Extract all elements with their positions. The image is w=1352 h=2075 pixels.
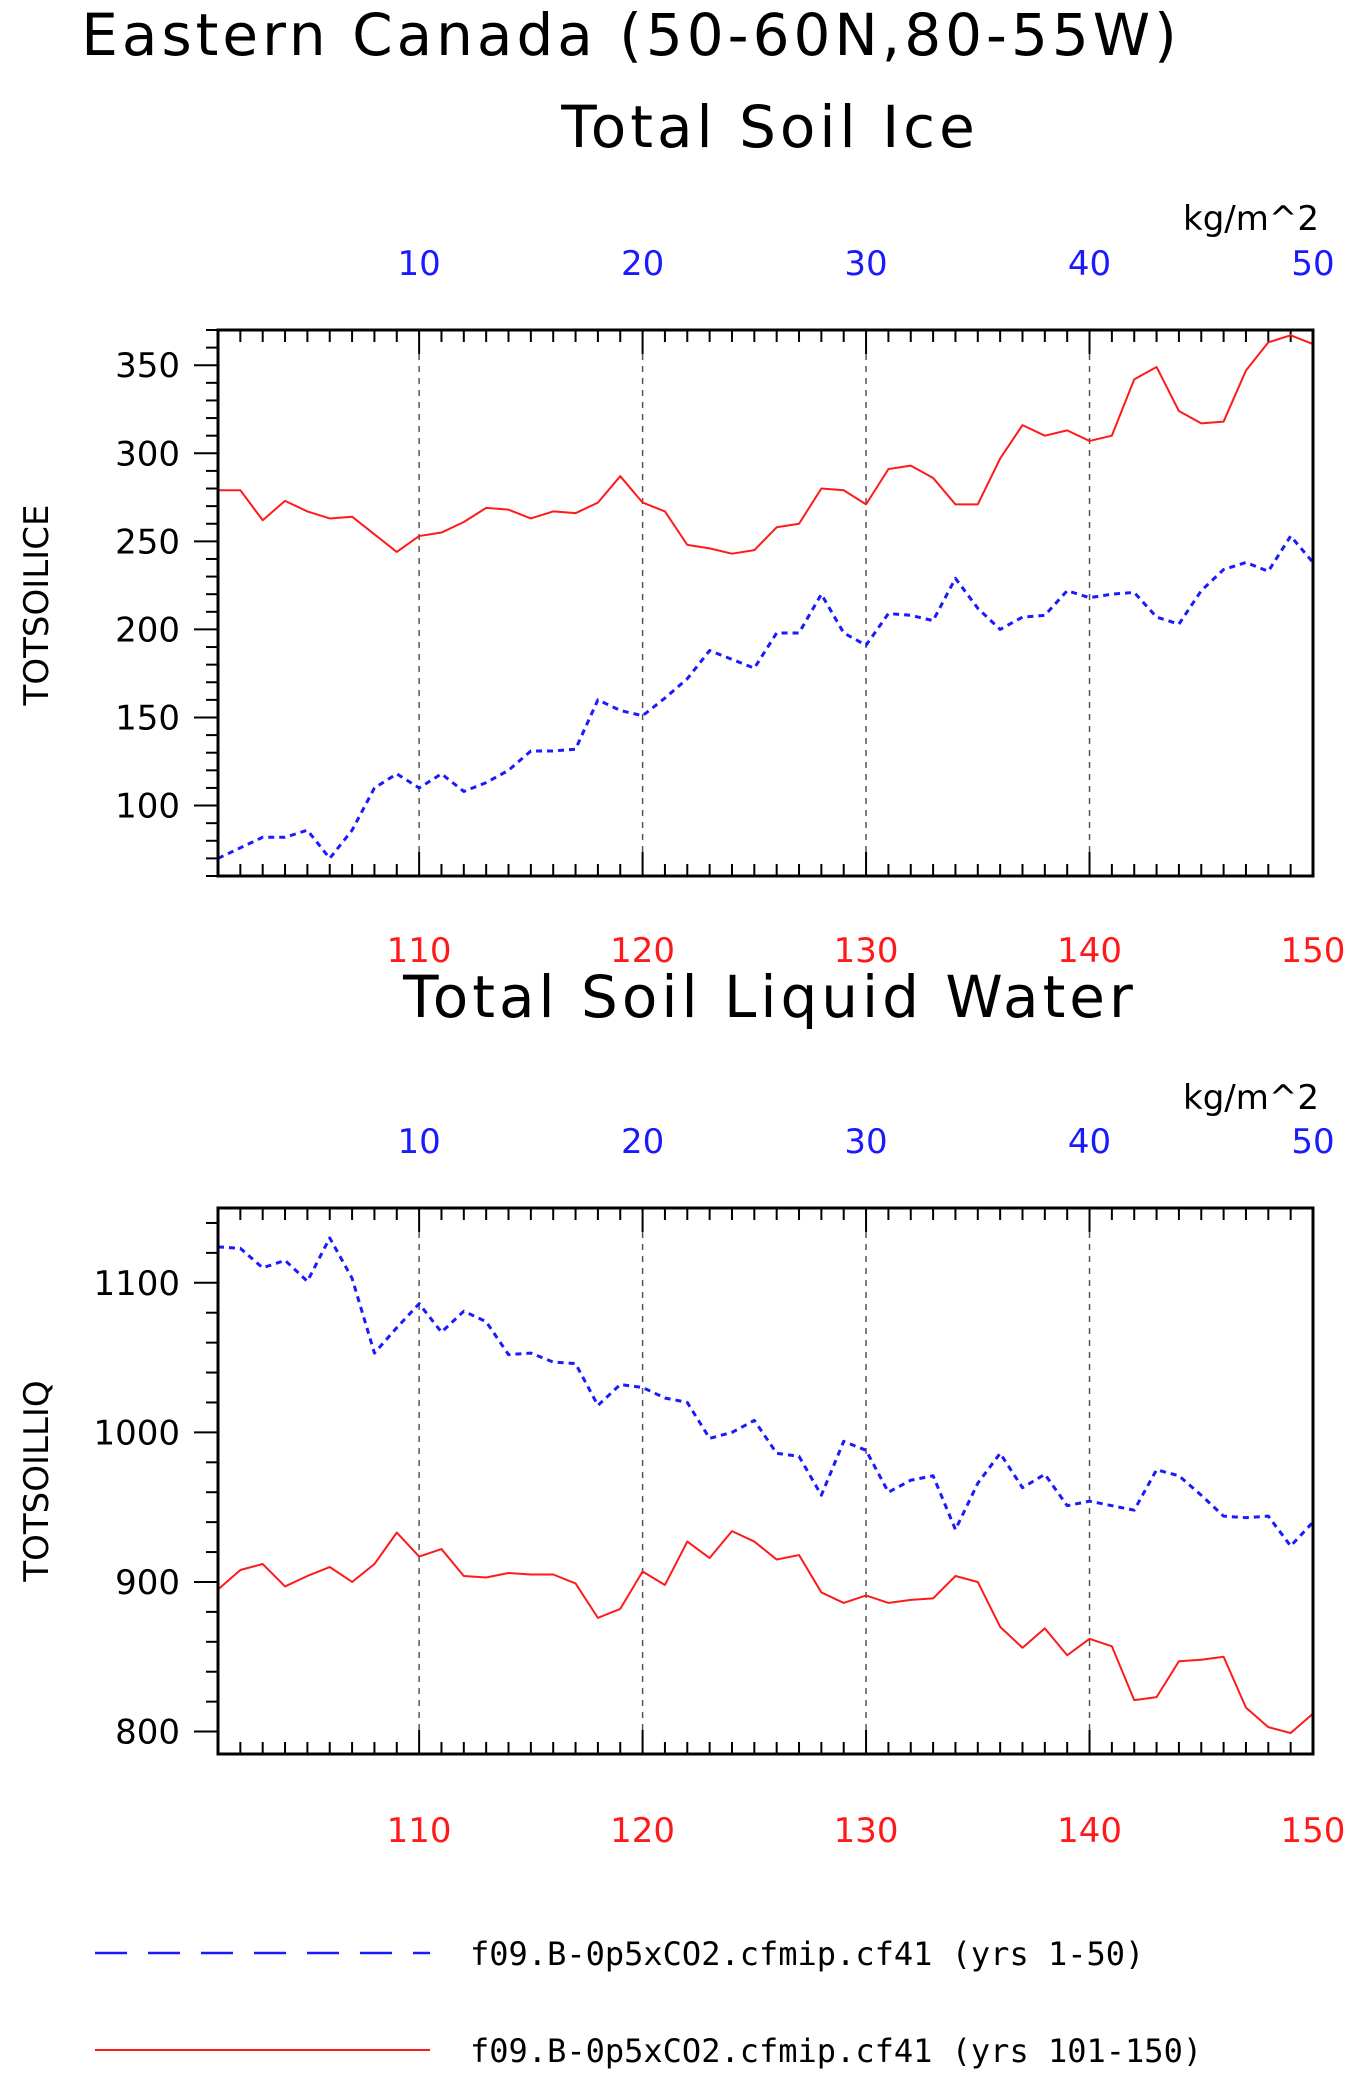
legend-label-yrs-101-150: f09.B-0p5xCO2.cfmip.cf41 (yrs 101-150)	[470, 2032, 1202, 2070]
x-bottom-tick-label: 150	[1281, 1811, 1346, 1851]
y-tick-label: 800	[115, 1713, 180, 1753]
y-tick-label: 1000	[93, 1413, 180, 1453]
panel1-title: Total Soil Ice	[560, 93, 979, 161]
y-tick-label: 200	[115, 610, 180, 650]
x-bottom-tick-label: 120	[610, 1811, 675, 1851]
x-bottom-tick-label: 140	[1057, 931, 1122, 971]
series-yrs-101-150	[217, 1530, 1314, 1735]
units-label: kg/m^2	[1183, 199, 1319, 239]
x-top-tick-label: 20	[621, 1122, 664, 1162]
x-bottom-tick-label: 110	[387, 1811, 452, 1851]
plot-frame	[216, 328, 1315, 878]
y-tick-label: 1100	[93, 1264, 180, 1304]
series-yrs-1-50	[217, 534, 1315, 860]
x-top-tick-label: 10	[397, 244, 440, 284]
x-top-tick-label: 40	[1068, 1122, 1111, 1162]
x-bottom-tick-label: 150	[1281, 931, 1346, 971]
series-yrs-1-50	[217, 1236, 1315, 1548]
x-top-tick-label: 50	[1291, 1122, 1334, 1162]
panel2-title: Total Soil Liquid Water	[402, 963, 1137, 1031]
y-tick-label: 900	[115, 1563, 180, 1603]
y-tick-label: 150	[115, 698, 180, 738]
soil-ice-panel: 100 150 200 250 300 350 10 20 30 40 50 110 120 130 140…	[17, 199, 1345, 971]
x-top-tick-label: 20	[621, 244, 664, 284]
x-top-tick-label: 40	[1068, 244, 1111, 284]
x-top-tick-label: 30	[844, 244, 887, 284]
x-top-tick-label: 50	[1291, 244, 1334, 284]
y-tick-label: 300	[115, 434, 180, 474]
series-yrs-101-150	[218, 334, 1314, 555]
y-tick-label: 350	[115, 346, 180, 386]
legend-label-yrs-1-50: f09.B-0p5xCO2.cfmip.cf41 (yrs 1-50)	[470, 1935, 1144, 1973]
legend: f09.B-0p5xCO2.cfmip.cf41 (yrs 1-50) f09.…	[95, 1935, 1202, 2070]
units-label: kg/m^2	[1183, 1078, 1319, 1118]
plot-frame	[216, 1206, 1315, 1756]
x-bottom-tick-label: 130	[834, 1811, 899, 1851]
y-axis-title: TOTSOILICE	[17, 505, 57, 707]
main-title: Eastern Canada (50-60N,80-55W)	[81, 1, 1181, 69]
y-axis-title: TOTSOILLIQ	[17, 1380, 57, 1582]
x-bottom-tick-label: 110	[387, 931, 452, 971]
y-tick-label: 250	[115, 522, 180, 562]
y-tick-label: 100	[115, 787, 180, 827]
x-top-tick-label: 30	[844, 1122, 887, 1162]
x-bottom-tick-label: 140	[1057, 1811, 1122, 1851]
x-bottom-tick-label: 120	[610, 931, 675, 971]
x-top-tick-label: 10	[397, 1122, 440, 1162]
x-bottom-tick-label: 130	[834, 931, 899, 971]
soil-liquid-panel: 800 900 1000 1100 10 20 30 40 50 110 120 130 140 150 k…	[17, 1078, 1345, 1851]
